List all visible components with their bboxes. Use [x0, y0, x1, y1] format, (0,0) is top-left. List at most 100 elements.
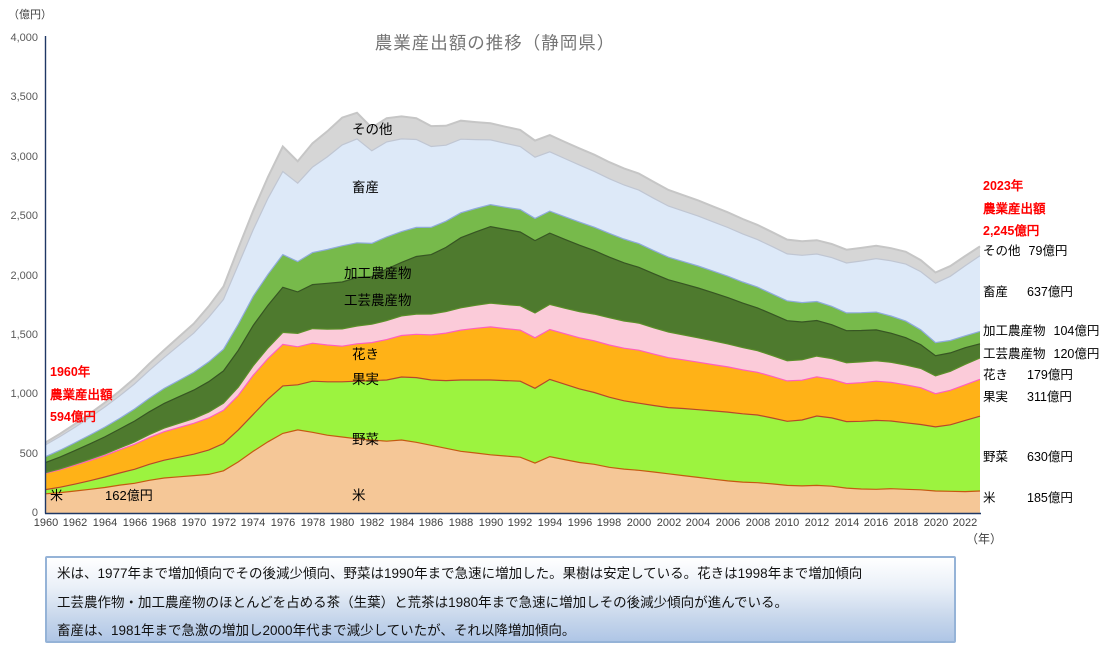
area-label-rice: 米: [352, 488, 366, 503]
right-value-fruits-amount: 311億円: [1027, 390, 1072, 404]
right-value-vegetables: 野菜 630億円: [983, 446, 1073, 465]
area-label-processed-crops: 加工農産物: [344, 266, 412, 281]
area-edge-craft-crops: [45, 225, 981, 464]
x-tick-2016: 2016: [863, 517, 889, 529]
area-label-flowers: 花き: [352, 347, 379, 362]
right-value-livestock-amount: 637億円: [1027, 285, 1073, 299]
area-edge-livestock: [45, 138, 981, 446]
right-value-craft-crops-label: 工芸農産物: [983, 347, 1046, 361]
x-tick-2014: 2014: [834, 517, 860, 529]
x-tick-1978: 1978: [300, 517, 326, 529]
annotation-2023-year: 2023年: [983, 179, 1024, 193]
x-tick-1962: 1962: [62, 517, 88, 529]
area-band-fruits: [45, 326, 980, 490]
y-axis-unit-label: （億円）: [8, 9, 52, 21]
right-value-vegetables-amount: 630億円: [1027, 450, 1073, 464]
x-tick-1992: 1992: [507, 517, 533, 529]
area-label-craft-crops: 工芸農産物: [344, 293, 412, 308]
area-band-vegetables: [45, 377, 980, 494]
right-value-craft-crops: 工芸農産物 120億円: [983, 343, 1099, 362]
y-tick-2,500: 2,500: [10, 210, 38, 222]
x-axis-unit-label: （年）: [966, 532, 1003, 546]
note-box: 米は、1977年まで増加傾向でその後減少傾向、野菜は1990年まで急速に増加した…: [45, 556, 956, 643]
right-value-rice: 米 185億円: [983, 487, 1073, 506]
x-tick-1964: 1964: [92, 517, 118, 529]
right-value-flowers-amount: 179億円: [1027, 368, 1073, 382]
area-band-processed-crops: [45, 204, 980, 463]
note-line-2: 工芸農作物・加工農産物のほとんどを占める茶（生葉）と荒茶は1980年まで急速に増…: [57, 594, 788, 610]
x-tick-1976: 1976: [270, 517, 296, 529]
right-value-other: その他 79億円: [983, 240, 1067, 259]
x-tick-2006: 2006: [715, 517, 741, 529]
right-value-rice-label: 米: [983, 491, 996, 505]
rice-1960-amount: 162億円: [105, 488, 153, 503]
right-value-other-label: その他: [983, 244, 1021, 258]
y-tick-0: 0: [31, 507, 38, 519]
x-tick-1970: 1970: [181, 517, 207, 529]
area-band-livestock: [45, 138, 980, 457]
x-tick-1966: 1966: [122, 517, 148, 529]
area-label-vegetables: 野菜: [352, 432, 379, 447]
x-tick-1974: 1974: [240, 517, 266, 529]
x-tick-1972: 1972: [211, 517, 237, 529]
y-tick-3,500: 3,500: [10, 91, 38, 103]
x-tick-2022: 2022: [952, 517, 978, 529]
x-tick-2010: 2010: [774, 517, 800, 529]
note-line-3: 畜産は、1981年まで急激の増加し2000年代まで減少していたが、それ以降増加傾…: [57, 623, 576, 638]
annotation-1960-value: 594億円: [50, 410, 96, 424]
right-value-flowers: 花き 179億円: [983, 364, 1073, 383]
x-tick-2002: 2002: [656, 517, 682, 529]
annotation-2023: 2023年 農業産出額 2,245億円: [983, 175, 1046, 243]
y-tick-4,000: 4,000: [10, 32, 38, 44]
area-edge-fruits: [45, 326, 981, 474]
x-tick-1960: 1960: [33, 517, 59, 529]
x-tick-2018: 2018: [893, 517, 919, 529]
right-value-fruits-label: 果実: [983, 390, 1009, 404]
x-tick-1996: 1996: [567, 517, 593, 529]
x-tick-1998: 1998: [596, 517, 622, 529]
y-tick-2,000: 2,000: [10, 270, 38, 282]
right-value-fruits: 果実 311億円: [983, 386, 1072, 405]
note-line-1: 米は、1977年まで増加傾向でその後減少傾向、野菜は1990年まで急速に増加した…: [57, 566, 863, 581]
x-tick-1984: 1984: [389, 517, 415, 529]
annotation-1960-year: 1960年: [50, 365, 91, 379]
right-value-livestock: 畜産 637億円: [983, 281, 1073, 300]
area-band-flowers: [45, 303, 980, 474]
area-edge-rice: [45, 429, 981, 495]
area-label-livestock: 畜産: [352, 180, 379, 195]
x-tick-1980: 1980: [329, 517, 355, 529]
y-tick-3,000: 3,000: [10, 151, 38, 163]
x-tick-1968: 1968: [151, 517, 177, 529]
chart-title: 農業産出額の推移（静岡県）: [374, 33, 616, 53]
x-tick-2004: 2004: [685, 517, 711, 529]
x-tick-1994: 1994: [537, 517, 563, 529]
area-edge-flowers: [45, 302, 981, 474]
area-edge-other: [44, 111, 981, 444]
right-value-flowers-label: 花き: [983, 368, 1009, 382]
area-label-fruits: 果実: [352, 372, 379, 387]
x-tick-1982: 1982: [359, 517, 385, 529]
y-tick-1,000: 1,000: [10, 388, 38, 400]
x-tick-1990: 1990: [478, 517, 504, 529]
x-tick-2020: 2020: [923, 517, 949, 529]
annotation-2023-value: 2,245億円: [983, 224, 1040, 238]
x-tick-2008: 2008: [745, 517, 771, 529]
right-value-other-amount: 79億円: [1028, 244, 1068, 258]
rice-1960-name: 米: [50, 488, 64, 503]
right-value-processed-crops-label: 加工農産物: [983, 324, 1046, 338]
area-label-other: その他: [352, 122, 393, 137]
area-edge-processed-crops: [45, 203, 981, 458]
y-tick-1,500: 1,500: [10, 329, 38, 341]
x-tick-1986: 1986: [418, 517, 444, 529]
area-edge-vegetables: [45, 376, 981, 491]
annotation-1960-caption: 農業産出額: [50, 387, 113, 402]
right-value-processed-crops: 加工農産物 104億円: [983, 320, 1099, 339]
area-band-rice: [45, 429, 980, 513]
right-value-craft-crops-amount: 120億円: [1053, 347, 1100, 361]
x-tick-2012: 2012: [804, 517, 830, 529]
annotation-1960: 1960年 農業産出額 594億円: [50, 361, 113, 429]
area-band-craft-crops: [45, 226, 980, 473]
right-value-livestock-label: 畜産: [983, 285, 1009, 299]
y-tick-500: 500: [19, 448, 38, 460]
